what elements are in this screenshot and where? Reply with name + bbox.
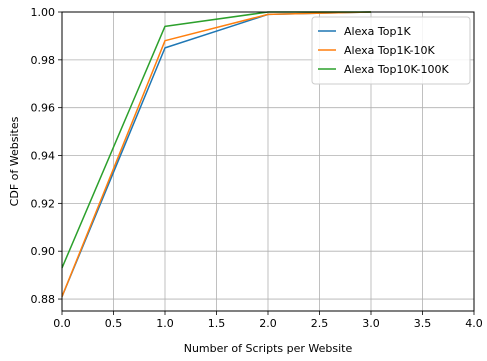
y-tick-label: 0.98	[31, 54, 56, 67]
axis-ticks: 0.0 0.5 1.0 1.5 2.0 2.5 3.0 3.5 4.0 0.88 0.90 0.92 0…	[31, 6, 483, 330]
x-axis-label: Number of Scripts per Website	[184, 342, 353, 355]
x-tick-label: 0.0	[53, 317, 71, 330]
x-tick-label: 3.5	[414, 317, 432, 330]
y-tick-label: 0.92	[31, 197, 56, 210]
y-tick-label: 0.90	[31, 245, 56, 258]
x-tick-label: 1.5	[208, 317, 226, 330]
x-tick-label: 3.0	[362, 317, 380, 330]
y-tick-label: 1.00	[31, 6, 56, 19]
x-tick-label: 4.0	[465, 317, 483, 330]
x-tick-label: 2.5	[311, 317, 329, 330]
legend-label: Alexa Top10K-100K	[344, 63, 449, 76]
legend-label: Alexa Top1K	[344, 25, 411, 38]
x-tick-label: 1.0	[156, 317, 174, 330]
y-tick-label: 0.96	[31, 102, 56, 115]
series-line	[61, 11, 372, 297]
legend: Alexa Top1K Alexa Top1K-10K Alexa Top10K-1…	[311, 16, 471, 85]
y-tick-label: 0.94	[31, 150, 56, 163]
legend-label: Alexa Top1K-10K	[344, 44, 435, 57]
x-tick-label: 2.0	[259, 317, 277, 330]
x-tick-label: 0.5	[105, 317, 123, 330]
legend-box	[311, 16, 471, 85]
y-axis-label: CDF of Websites	[8, 116, 21, 206]
y-tick-label: 0.88	[31, 293, 56, 306]
